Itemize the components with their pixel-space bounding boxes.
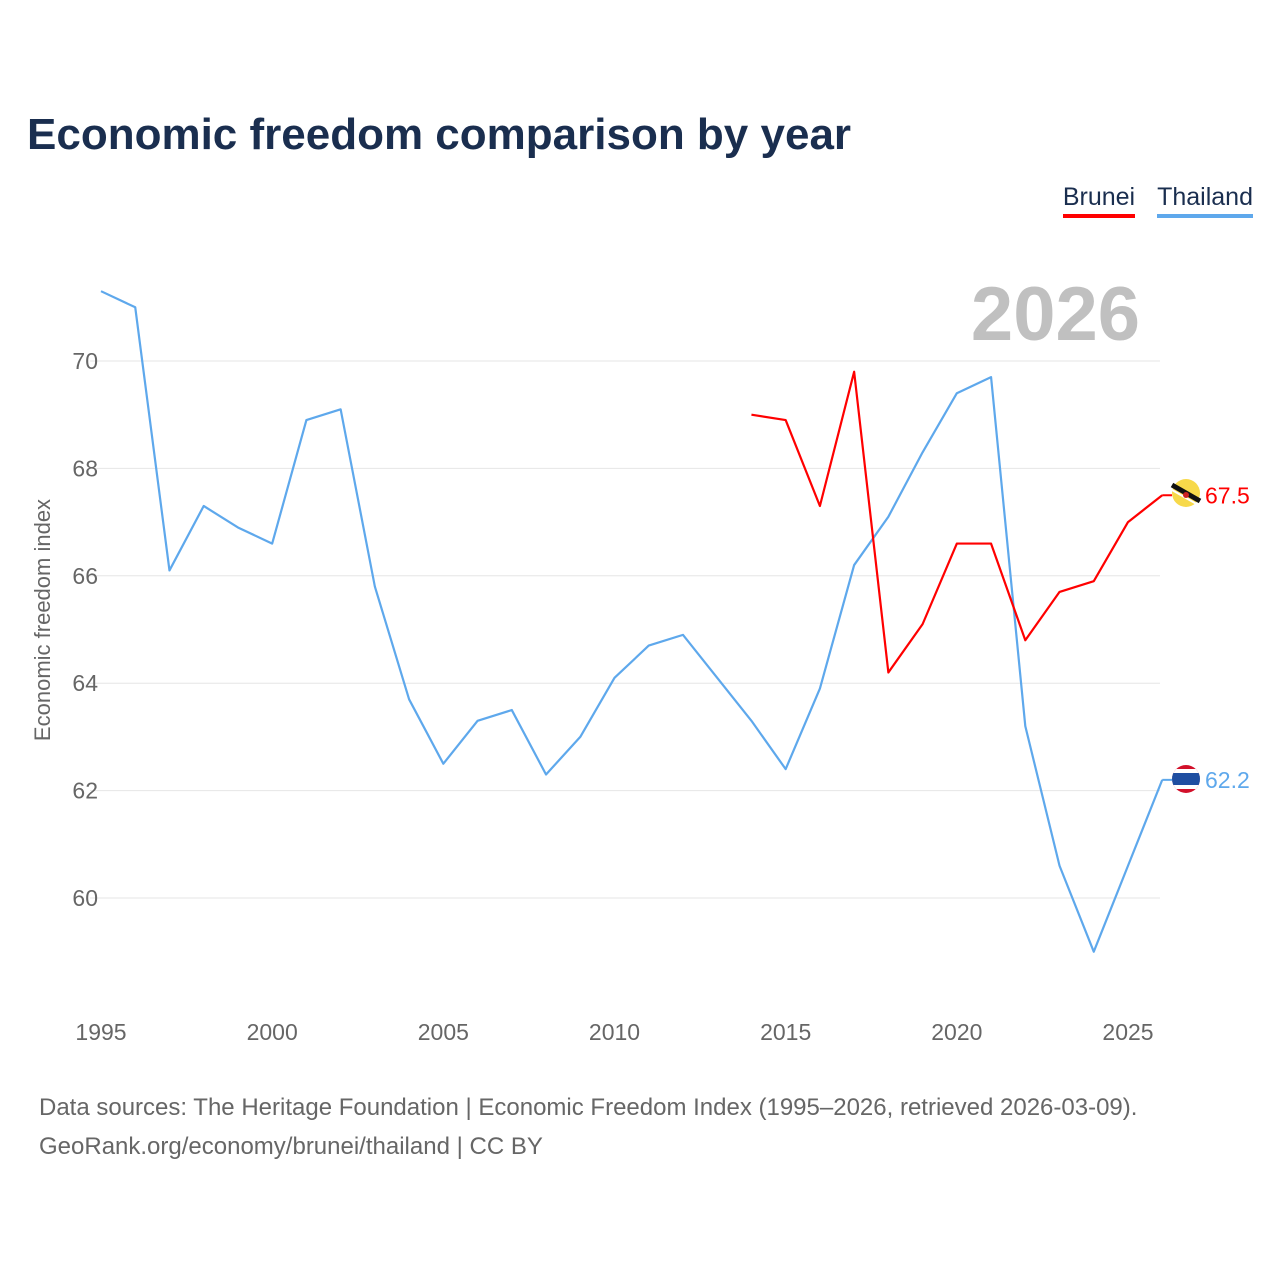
data-point-brunei[interactable] [850, 368, 858, 376]
data-point-brunei[interactable] [782, 416, 790, 424]
y-tick-label: 64 [72, 670, 98, 696]
y-axis-label: Economic freedom index [30, 499, 55, 741]
data-point-thailand[interactable] [747, 717, 755, 725]
x-tick-label: 2025 [1102, 1019, 1153, 1045]
data-point-thailand[interactable] [713, 674, 721, 682]
x-tick-label: 1995 [75, 1019, 126, 1045]
series-line-brunei [751, 370, 1163, 674]
data-point-thailand[interactable] [1021, 722, 1029, 730]
data-point-thailand[interactable] [97, 287, 105, 295]
data-point-thailand[interactable] [508, 706, 516, 714]
data-point-thailand[interactable] [1056, 862, 1064, 870]
legend-brunei[interactable]: Brunei [1062, 183, 1136, 218]
data-point-thailand[interactable] [645, 642, 653, 650]
brunei-flag-icon [1170, 479, 1202, 507]
end-value-label-brunei: 67.5 [1205, 482, 1250, 508]
data-point-thailand[interactable] [576, 733, 584, 741]
y-tick-label: 66 [72, 563, 98, 589]
data-point-thailand[interactable] [782, 765, 790, 773]
data-point-brunei[interactable] [1090, 577, 1098, 585]
y-tick-label: 60 [72, 885, 98, 911]
legend: Brunei Thailand [1062, 183, 1253, 218]
data-point-brunei[interactable] [919, 620, 927, 628]
data-point-thailand[interactable] [337, 405, 345, 413]
source-note: Data sources: The Heritage Foundation | … [39, 1094, 1138, 1121]
year-watermark: 2026 [971, 272, 1140, 357]
y-tick-label: 62 [72, 778, 98, 804]
x-tick-label: 2015 [760, 1019, 811, 1045]
x-tick-label: 2010 [589, 1019, 640, 1045]
end-value-label-thailand: 62.2 [1205, 767, 1250, 793]
data-point-thailand[interactable] [371, 583, 379, 591]
x-tick-label: 2005 [418, 1019, 469, 1045]
data-point-brunei[interactable] [884, 668, 892, 676]
data-point-thailand[interactable] [987, 373, 995, 381]
data-point-thailand[interactable] [679, 631, 687, 639]
data-point-thailand[interactable] [405, 695, 413, 703]
data-point-thailand[interactable] [1124, 862, 1132, 870]
x-tick-label: 2020 [931, 1019, 982, 1045]
data-point-brunei[interactable] [953, 540, 961, 548]
data-point-thailand[interactable] [953, 389, 961, 397]
data-point-thailand[interactable] [1090, 948, 1098, 956]
data-point-thailand[interactable] [611, 674, 619, 682]
x-tick-label: 2000 [247, 1019, 298, 1045]
data-point-brunei[interactable] [987, 540, 995, 548]
data-point-thailand[interactable] [850, 561, 858, 569]
data-point-brunei[interactable] [747, 411, 755, 419]
chart-title: Economic freedom comparison by year [27, 110, 852, 159]
footer: Data sources: The Heritage Foundation | … [39, 1088, 1137, 1166]
y-tick-label: 70 [72, 348, 98, 374]
series-line-thailand [100, 290, 1164, 953]
data-point-thailand[interactable] [131, 303, 139, 311]
data-point-brunei[interactable] [1021, 636, 1029, 644]
data-point-thailand[interactable] [165, 566, 173, 574]
data-point-thailand[interactable] [474, 717, 482, 725]
data-point-thailand[interactable] [200, 502, 208, 510]
y-tick-label: 68 [72, 455, 98, 481]
data-point-thailand[interactable] [542, 770, 550, 778]
data-point-brunei[interactable] [1124, 518, 1132, 526]
data-point-thailand[interactable] [816, 685, 824, 693]
data-point-thailand[interactable] [302, 416, 310, 424]
data-point-thailand[interactable] [268, 540, 276, 548]
data-point-thailand[interactable] [234, 523, 242, 531]
legend-thailand[interactable]: Thailand [1157, 183, 1253, 218]
thailand-flag-icon [1172, 765, 1200, 793]
data-point-thailand[interactable] [919, 448, 927, 456]
data-point-thailand[interactable] [884, 513, 892, 521]
data-point-brunei[interactable] [1056, 588, 1064, 596]
data-point-thailand[interactable] [439, 760, 447, 768]
attribution: GeoRank.org/economy/brunei/thailand | CC… [39, 1133, 543, 1160]
data-point-brunei[interactable] [816, 502, 824, 510]
